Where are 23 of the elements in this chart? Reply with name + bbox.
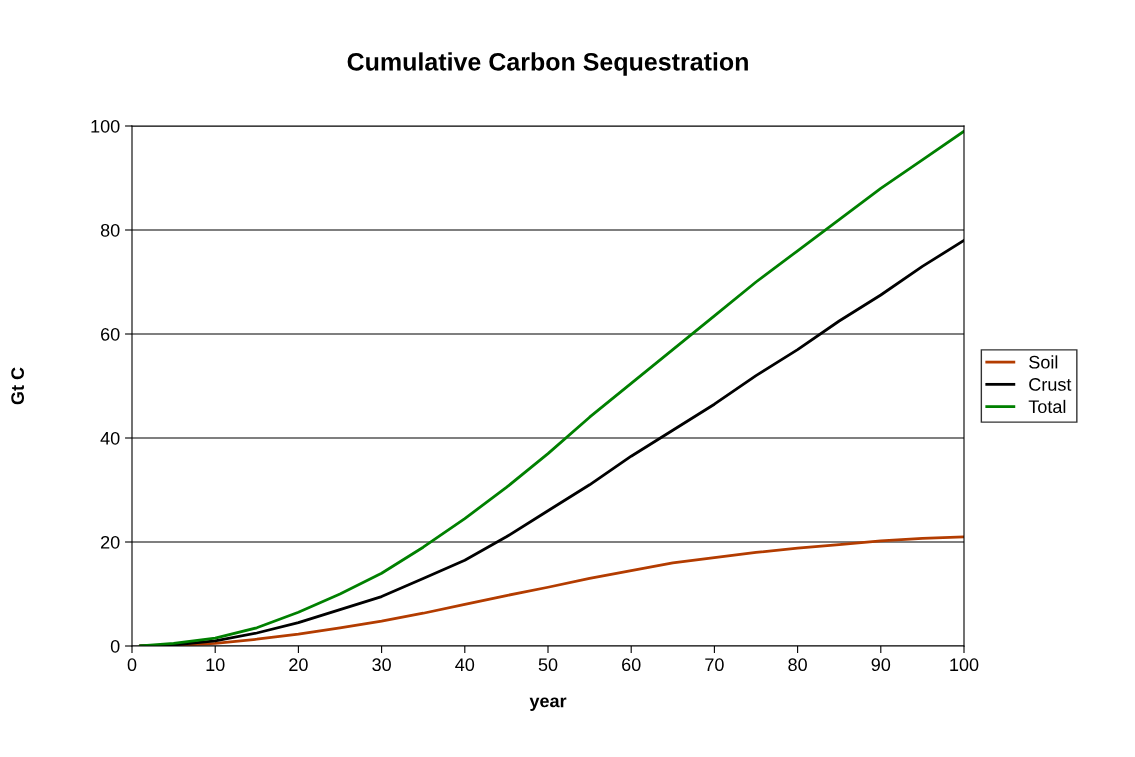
x-tick-label: 10 (206, 658, 225, 672)
x-tick-label: 80 (788, 658, 807, 672)
legend-label: Crust (1029, 378, 1072, 391)
x-axis-title: year (529, 697, 567, 711)
x-tick-label: 20 (289, 658, 308, 672)
legend-label: Total (1028, 399, 1066, 414)
y-tick-label: 60 (101, 327, 120, 341)
legend-label: Soil (1029, 355, 1058, 369)
x-tick-label: 0 (127, 658, 137, 672)
x-tick-label: 100 (950, 658, 979, 672)
y-tick-label: 100 (91, 119, 120, 133)
x-tick-label: 70 (705, 658, 724, 672)
x-tick-label: 60 (622, 658, 641, 672)
x-tick-label: 40 (455, 658, 475, 672)
y-tick-label: 20 (101, 535, 120, 549)
chart-title: Cumulative Carbon Sequestration (347, 52, 748, 76)
y-tick-label: 40 (100, 431, 120, 445)
y-tick-label: 0 (110, 639, 120, 653)
x-tick-label: 50 (538, 658, 558, 672)
y-tick-label: 80 (100, 223, 120, 237)
x-tick-label: 90 (871, 658, 891, 672)
x-tick-label: 30 (372, 658, 391, 672)
y-axis-title: Gt C (11, 367, 24, 405)
